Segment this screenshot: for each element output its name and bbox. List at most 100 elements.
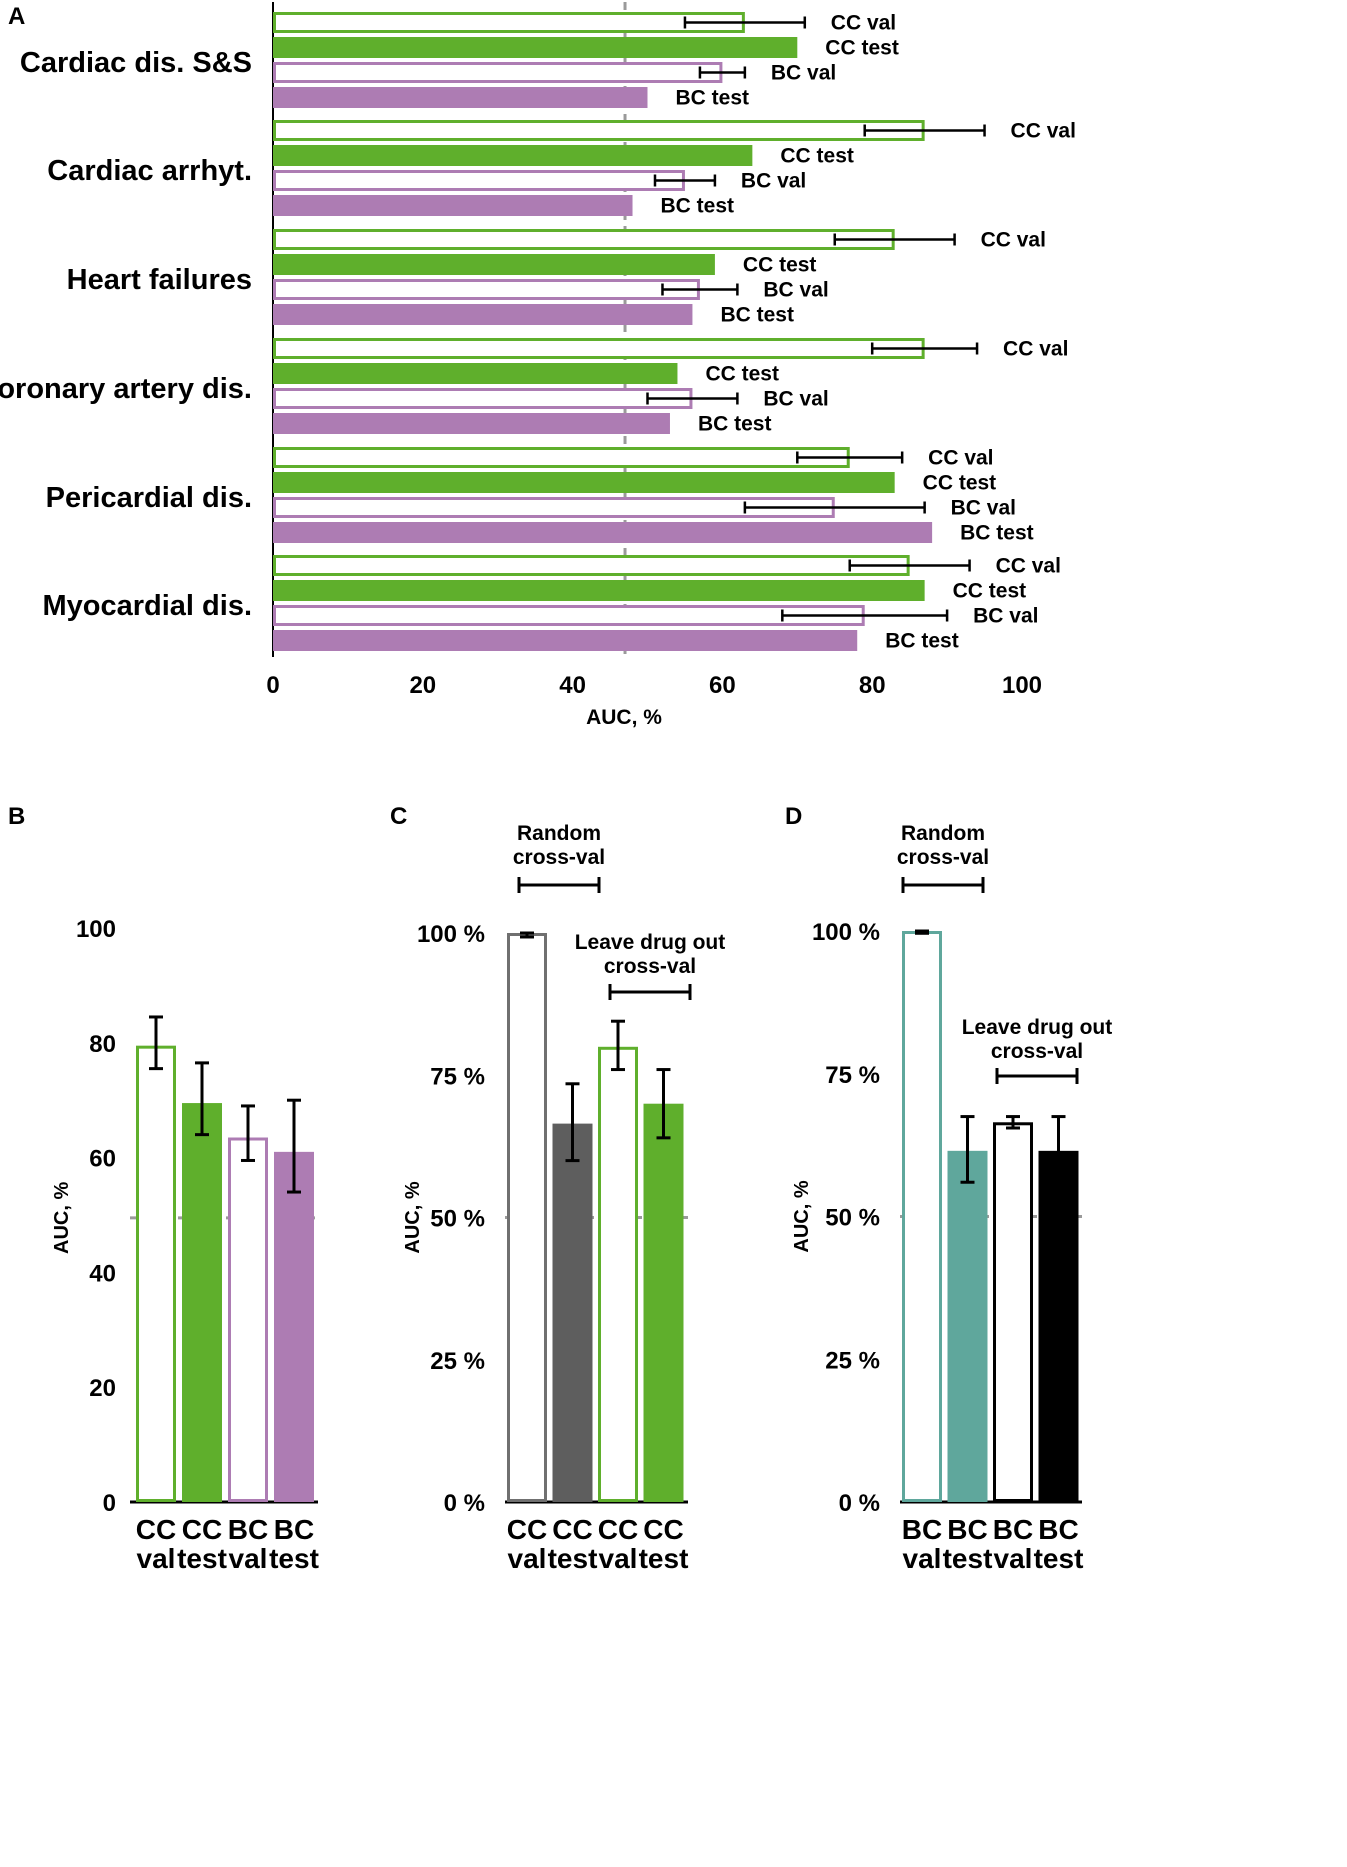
bar <box>273 145 753 166</box>
bar <box>552 1123 593 1502</box>
bar <box>273 170 685 191</box>
y-axis-label: AUC, % <box>402 1181 424 1253</box>
bar <box>273 605 865 626</box>
panel-c: C0 %25 %50 %75 %100 %AUC, %CCvalCCtestCC… <box>390 803 725 1574</box>
category-label: Heart failures <box>67 264 252 296</box>
bar <box>273 304 693 325</box>
x-category-label: BC <box>274 1514 314 1545</box>
bar <box>273 12 745 33</box>
x-category-label: BC <box>902 1514 942 1545</box>
y-tick-label: 75 % <box>825 1062 880 1089</box>
annotation-line2: cross-val <box>897 846 989 869</box>
bar <box>273 37 798 58</box>
bar <box>273 447 850 468</box>
annotation-line1: Leave drug out <box>575 931 726 954</box>
bar <box>273 338 925 359</box>
y-tick-label: 40 <box>89 1260 116 1287</box>
x-category-sublabel: val <box>508 1543 547 1574</box>
bar <box>902 931 942 1502</box>
bar-label: CC val <box>1011 120 1076 143</box>
bar-label: BC test <box>720 304 794 327</box>
bar-label: CC test <box>743 254 817 277</box>
bar <box>273 254 715 275</box>
bar-label: BC test <box>698 413 772 436</box>
panel-label-b: B <box>8 803 25 830</box>
bar-label: CC val <box>981 229 1046 252</box>
x-category-label: BC <box>993 1514 1033 1545</box>
y-tick-label: 0 % <box>444 1490 485 1517</box>
x-tick-label: 0 <box>266 672 279 699</box>
bar <box>273 522 933 543</box>
bar-label: CC test <box>953 580 1027 603</box>
x-category-sublabel: test <box>943 1543 993 1574</box>
x-category-label: BC <box>1038 1514 1078 1545</box>
y-tick-label: 100 <box>76 916 116 943</box>
annotation-line1: Random <box>901 822 985 845</box>
y-tick-label: 50 % <box>825 1205 880 1232</box>
x-axis-label: AUC, % <box>586 706 662 729</box>
bar-label: BC test <box>960 522 1034 545</box>
x-category-label: BC <box>228 1514 268 1545</box>
y-tick-label: 100 % <box>417 921 485 948</box>
bar-label: BC val <box>763 279 828 302</box>
bar-label: CC val <box>831 12 896 35</box>
bar-label: CC test <box>923 472 997 495</box>
bar <box>1038 1150 1079 1502</box>
y-tick-label: 0 % <box>839 1490 880 1517</box>
x-category-label: CC <box>552 1514 592 1545</box>
bar-label: CC val <box>996 555 1061 578</box>
y-tick-label: 80 <box>89 1031 116 1058</box>
x-tick-label: 80 <box>859 672 886 699</box>
x-category-sublabel: test <box>1034 1543 1084 1574</box>
bar <box>182 1103 222 1502</box>
x-tick-label: 20 <box>409 672 436 699</box>
y-tick-label: 75 % <box>430 1063 485 1090</box>
y-tick-label: 50 % <box>430 1206 485 1233</box>
bar <box>273 630 858 651</box>
bar-label: BC test <box>661 195 735 218</box>
y-tick-label: 0 <box>103 1490 116 1517</box>
bar <box>228 1137 268 1502</box>
y-tick-label: 25 % <box>825 1347 880 1374</box>
bar-label: BC val <box>741 170 806 193</box>
y-tick-label: 25 % <box>430 1348 485 1375</box>
bar <box>136 1045 176 1503</box>
bar-label: CC val <box>1003 338 1068 361</box>
bar-label: CC test <box>780 145 854 168</box>
x-tick-label: 40 <box>559 672 586 699</box>
y-tick-label: 20 <box>89 1375 116 1402</box>
bar <box>273 472 895 493</box>
x-category-label: CC <box>136 1514 176 1545</box>
y-tick-label: 60 <box>89 1146 116 1173</box>
y-axis-label: AUC, % <box>791 1180 813 1252</box>
bar <box>993 1122 1033 1503</box>
annotation-line1: Leave drug out <box>962 1016 1113 1039</box>
x-category-sublabel: test <box>639 1543 689 1574</box>
x-tick-label: 100 <box>1002 672 1042 699</box>
bar <box>273 62 723 83</box>
bar <box>273 413 670 434</box>
bar <box>643 1103 684 1502</box>
bar <box>273 388 693 409</box>
y-tick-label: 100 % <box>812 919 880 946</box>
x-tick-label: 60 <box>709 672 736 699</box>
x-category-label: CC <box>182 1514 222 1545</box>
x-category-label: CC <box>598 1514 638 1545</box>
bar <box>507 933 547 1502</box>
bar <box>273 120 925 141</box>
panel-label-d: D <box>785 803 802 830</box>
panel-label-a: A <box>8 3 25 30</box>
x-category-label: CC <box>643 1514 683 1545</box>
bar <box>273 87 648 108</box>
annotation-line2: cross-val <box>604 955 696 978</box>
annotation-line1: Random <box>517 822 601 845</box>
bar-label: CC test <box>705 363 779 386</box>
x-category-sublabel: test <box>548 1543 598 1574</box>
bar <box>273 229 895 250</box>
bar <box>598 1046 638 1503</box>
category-label: Cardiac arrhyt. <box>47 155 252 187</box>
